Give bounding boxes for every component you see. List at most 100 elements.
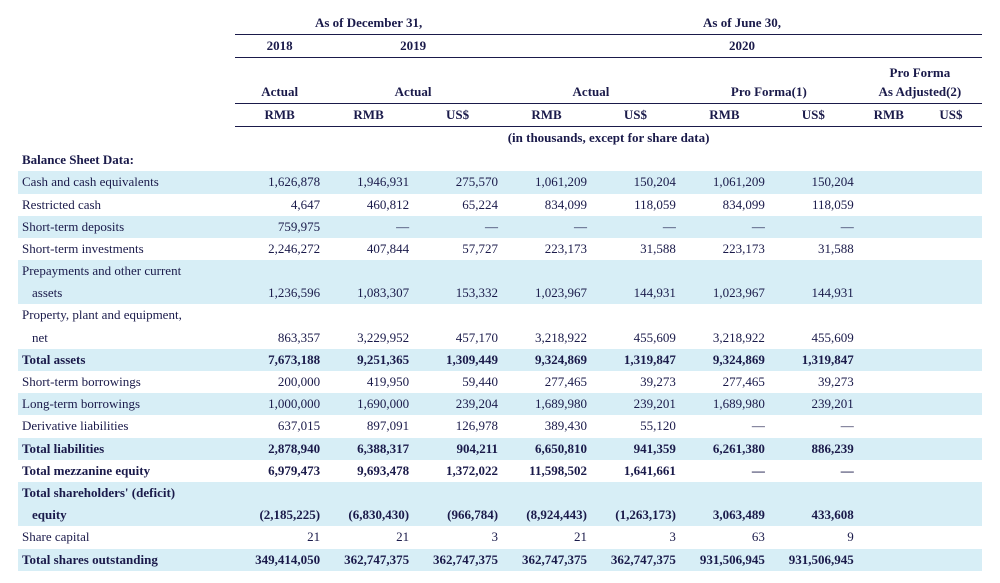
units-note-row: (in thousands, except for share data): [18, 126, 982, 149]
cell: 21: [235, 526, 324, 548]
cell: [858, 194, 920, 216]
hdr-2018: 2018: [235, 35, 324, 58]
cell: 941,359: [591, 438, 680, 460]
cell: 4,647: [235, 194, 324, 216]
cell: —: [591, 216, 680, 238]
cell: —: [324, 216, 413, 238]
cell: 2,246,272: [235, 238, 324, 260]
cell: [920, 282, 982, 304]
row-label: Prepayments and other current: [18, 260, 235, 282]
cell: [858, 415, 920, 437]
cell: [920, 393, 982, 415]
cell: [920, 194, 982, 216]
cell: 834,099: [680, 194, 769, 216]
cell: 55,120: [591, 415, 680, 437]
cell: [920, 504, 982, 526]
cell: 59,440: [413, 371, 502, 393]
col-2020a-uss: US$: [591, 103, 680, 126]
cell: 39,273: [769, 371, 858, 393]
cell: 897,091: [324, 415, 413, 437]
cell: [858, 526, 920, 548]
row-label: Cash and cash equivalents: [18, 171, 235, 193]
cell: 1,946,931: [324, 171, 413, 193]
cell: 277,465: [502, 371, 591, 393]
hdr-actual-2020: Actual: [502, 62, 680, 103]
cell: [920, 216, 982, 238]
row-label: Total assets: [18, 349, 235, 371]
hdr-proforma: Pro Forma(1): [680, 62, 858, 103]
cell: 153,332: [413, 282, 502, 304]
cell: (1,263,173): [591, 504, 680, 526]
cell: 7,673,188: [235, 349, 324, 371]
balance-sheet-table: As of December 31, As of June 30, 2018 2…: [18, 12, 982, 571]
cell: 1,000,000: [235, 393, 324, 415]
row-label: Total liabilities: [18, 438, 235, 460]
hdr-actual-2018: Actual: [235, 62, 324, 103]
cell: 63: [680, 526, 769, 548]
cell: 126,978: [413, 415, 502, 437]
cell: —: [502, 216, 591, 238]
cell: 759,975: [235, 216, 324, 238]
table-row: net863,3573,229,952457,1703,218,922455,6…: [18, 327, 982, 349]
col-2018-rmb: RMB: [235, 103, 324, 126]
table-row: equity(2,185,225)(6,830,430)(966,784)(8,…: [18, 504, 982, 526]
col-2020pf-uss: US$: [769, 103, 858, 126]
cell: 6,388,317: [324, 438, 413, 460]
row-label: net: [18, 327, 235, 349]
section-title: Balance Sheet Data:: [18, 149, 982, 171]
cell: [858, 438, 920, 460]
cell: 3: [591, 526, 680, 548]
cell: 455,609: [769, 327, 858, 349]
hdr-proforma-adj-l2: As Adjusted(2): [879, 84, 962, 99]
cell: 9,251,365: [324, 349, 413, 371]
cell: 65,224: [413, 194, 502, 216]
section-title-row: Balance Sheet Data:: [18, 149, 982, 171]
cell: [858, 549, 920, 571]
cell: 57,727: [413, 238, 502, 260]
cell: 3,229,952: [324, 327, 413, 349]
cell: 1,641,661: [591, 460, 680, 482]
cell: [920, 171, 982, 193]
cell: 3,218,922: [502, 327, 591, 349]
cell: —: [680, 460, 769, 482]
row-label: Total shares outstanding: [18, 549, 235, 571]
col-2019-rmb: RMB: [324, 103, 413, 126]
cell: 200,000: [235, 371, 324, 393]
cell: 118,059: [769, 194, 858, 216]
cell: 3: [413, 526, 502, 548]
table-row: Property, plant and equipment,: [18, 304, 982, 326]
hdr-proforma-adj: Pro Forma As Adjusted(2): [858, 62, 982, 103]
cell: [858, 171, 920, 193]
cell: [920, 438, 982, 460]
cell: [858, 282, 920, 304]
header-row-period-group: As of December 31, As of June 30,: [18, 12, 982, 35]
cell: —: [680, 415, 769, 437]
header-row-currency: RMB RMB US$ RMB US$ RMB US$ RMB US$: [18, 103, 982, 126]
row-label: Short-term deposits: [18, 216, 235, 238]
col-2019-uss: US$: [413, 103, 502, 126]
cell: 362,747,375: [591, 549, 680, 571]
cell: 1,689,980: [502, 393, 591, 415]
row-label: Total mezzanine equity: [18, 460, 235, 482]
cell: 223,173: [680, 238, 769, 260]
cell: 362,747,375: [324, 549, 413, 571]
cell: 419,950: [324, 371, 413, 393]
cell: 863,357: [235, 327, 324, 349]
cell: —: [769, 415, 858, 437]
cell: 223,173: [502, 238, 591, 260]
table-row: Short-term borrowings200,000419,95059,44…: [18, 371, 982, 393]
row-label: Restricted cash: [18, 194, 235, 216]
row-label: Share capital: [18, 526, 235, 548]
table-row: Total shares outstanding349,414,050362,7…: [18, 549, 982, 571]
table-row: Total liabilities2,878,9406,388,317904,2…: [18, 438, 982, 460]
cell: 39,273: [591, 371, 680, 393]
cell: (966,784): [413, 504, 502, 526]
cell: [920, 371, 982, 393]
cell: 9,693,478: [324, 460, 413, 482]
cell: [858, 504, 920, 526]
row-label: Short-term borrowings: [18, 371, 235, 393]
hdr-actual-2019: Actual: [324, 62, 502, 103]
cell: 6,650,810: [502, 438, 591, 460]
cell: 1,061,209: [502, 171, 591, 193]
cell: 6,261,380: [680, 438, 769, 460]
